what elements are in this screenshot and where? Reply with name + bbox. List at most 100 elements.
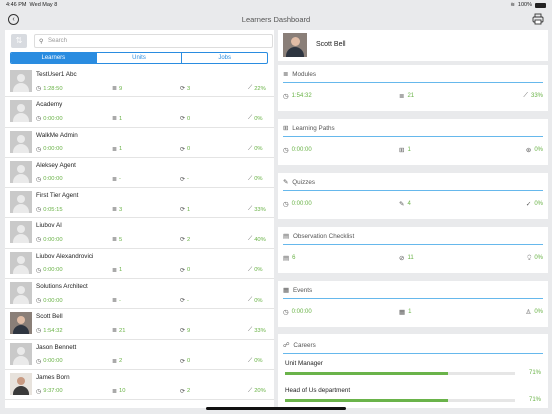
home-indicator[interactable] (206, 407, 346, 410)
quiz-done-icon: ✓ (525, 201, 532, 208)
learner-time-value: 0:00:00 (43, 176, 63, 183)
list-item[interactable]: Aleksey Agent ◷ 0:00:00 ≣ - ⟳ - ⟋ 0% (5, 158, 274, 189)
list-item[interactable]: Solutions Architect ◷ 0:00:00 ≣ - ⟳ - ⟋ 0% (5, 279, 274, 310)
learner-percent: ⟋ 0% (248, 267, 263, 274)
avatar (283, 33, 307, 57)
quiz-icon: ✎ (283, 179, 289, 186)
list-item[interactable]: James Born ◷ 9:37:00 ≣ 10 ⟳ 2 ⟋ 20% (5, 370, 274, 401)
list-item[interactable]: Liubov Alexandrovici ◷ 0:00:00 ≣ 1 ⟳ 0 ⟋ 0% (5, 249, 274, 280)
list-item[interactable]: WalkMe Admin ◷ 0:00:00 ≣ 1 ⟳ 0 ⟋ 0% (5, 128, 274, 158)
learner-percent: ⟋ 0% (248, 297, 263, 304)
completed-icon: ⟳ (180, 388, 186, 395)
avatar (10, 342, 32, 365)
modules-icon: ≣ (112, 358, 118, 365)
learner-modules: ≣ - (112, 176, 121, 183)
observation-header: ▤ Observation Checklist (283, 233, 354, 240)
learner-percent-value: 33% (254, 327, 266, 334)
career-title: Head of Us department (285, 387, 351, 394)
learner-completed: ⟳ 2 (180, 388, 190, 395)
learner-name: Solutions Architect (36, 283, 88, 291)
status-time-date: 4:46 PM Wed May 8 (6, 2, 57, 8)
modules-icon: ≣ (112, 207, 118, 214)
search-input[interactable]: ⚲ Search (34, 34, 273, 48)
timer-icon: ◷ (36, 237, 42, 244)
events-card[interactable]: ▦ Events ◷ 0:00:00 ▦ 1 ♙ 0% (278, 281, 548, 327)
progress-icon: ⟋ (248, 175, 253, 182)
list-item[interactable]: Liubov AI ◷ 0:00:00 ≣ 5 ⟳ 2 ⟋ 40% (5, 218, 274, 249)
modules-icon: ≣ (112, 146, 118, 153)
search-placeholder: Search (48, 38, 68, 44)
paths-header: ⊞ Learning Paths (283, 125, 335, 132)
learner-completed: ⟳ 0 (180, 146, 190, 153)
print-button[interactable] (532, 13, 544, 25)
career-progress-bar (285, 372, 515, 375)
events-time: ◷ 0:00:00 (283, 308, 312, 316)
learner-completed-value: 2 (187, 236, 191, 243)
learner-modules: ≣ - (112, 297, 121, 305)
learner-modules: ≣ 10 (112, 388, 125, 395)
learner-completed-value: - (187, 297, 189, 304)
observation-checklist-card[interactable]: ▤ Observation Checklist ▤ 6 ⊘ 11 ⍜ 0% (278, 227, 548, 273)
quizzes-time: ◷ 0:00:00 (283, 200, 312, 208)
learner-name: First Tier Agent (36, 192, 79, 200)
learner-modules-value: - (119, 297, 121, 304)
avatar (10, 372, 32, 395)
sync-button[interactable]: ⇅ (11, 34, 27, 48)
tab-jobs[interactable]: Jobs (218, 55, 232, 61)
learner-completed-value: 1 (187, 206, 191, 213)
learner-name: Academy (36, 101, 63, 109)
learner-completed: ⟳ - (180, 297, 189, 305)
modules-card[interactable]: ≣ Modules ◷ 1:54:32 ≣ 21 ⟋ 33% (278, 65, 548, 111)
path-icon: ⊞ (283, 125, 289, 132)
progress-icon: ⟋ (248, 387, 253, 394)
checklist-icon: ▤ (283, 233, 289, 240)
progress-icon: ⟋ (248, 206, 253, 213)
learner-percent: ⟋ 0% (248, 115, 263, 122)
learner-name: James Born (36, 373, 70, 381)
paths-count-value: 1 (407, 147, 411, 153)
learners-panel: ⇅ ⚲ Search Learners Units Jobs TestUser1… (5, 30, 274, 408)
learner-percent: ⟋ 20% (248, 388, 266, 395)
learner-percent-value: 33% (254, 206, 266, 213)
profile-header: Scott Bell (278, 30, 548, 61)
avatar (10, 160, 32, 183)
back-button[interactable]: ‹ (8, 14, 19, 25)
career-item[interactable]: Unit Manager 71% (283, 360, 543, 380)
completed-icon: ⟳ (180, 86, 186, 92)
quizzes-card[interactable]: ✎ Quizzes ◷ 0:00:00 ✎ 4 ✓ 0% (278, 173, 548, 219)
avatar (10, 282, 32, 305)
learner-time-value: 1:54:32 (43, 327, 63, 334)
learner-percent-value: 0% (254, 267, 263, 274)
list-item[interactable]: First Tier Agent ◷ 0:05:15 ≣ 3 ⟳ 1 ⟋ 33% (5, 188, 274, 219)
learner-time: ◷ 0:00:00 (36, 176, 63, 183)
learner-modules-value: 21 (119, 327, 126, 334)
learning-paths-card[interactable]: ⊞ Learning Paths ◷ 0:00:00 ⊞ 1 ⊛ 0% (278, 119, 548, 165)
events-count: ▦ 1 (399, 308, 412, 316)
learner-time: ◷ 0:00:00 (36, 146, 63, 153)
learner-modules: ≣ 9 (112, 85, 122, 93)
learner-percent: ⟋ 0% (248, 358, 263, 365)
learner-time-value: 0:00:00 (43, 358, 63, 365)
list-item[interactable]: Academy ◷ 0:00:00 ≣ 1 ⟳ 0 ⟋ 0% (5, 97, 274, 128)
learner-percent-value: 0% (254, 176, 263, 183)
timer-icon: ◷ (36, 328, 42, 335)
learner-modules-value: 10 (119, 388, 126, 395)
paths-time-value: 0:00:00 (291, 147, 312, 153)
timer-icon: ◷ (36, 358, 42, 365)
learner-percent: ⟋ 33% (248, 206, 266, 213)
progress-icon: ⟋ (248, 357, 253, 364)
quizzes-header: ✎ Quizzes (283, 179, 315, 186)
learner-modules: ≣ 1 (112, 115, 122, 123)
careers-header: ☍ Careers (283, 342, 316, 349)
tab-units[interactable]: Units (97, 53, 183, 63)
list-item[interactable]: TestUser1 Abc ◷ 1:28:50 ≣ 9 ⟳ 3 ⟋ 22% (5, 67, 274, 98)
paths-count: ⊞ 1 (399, 146, 411, 154)
career-percent: 71% (528, 397, 541, 403)
completed-icon: ⟳ (180, 116, 186, 123)
list-item[interactable]: Scott Bell ◷ 1:54:32 ≣ 21 ⟳ 9 ⟋ 33% (5, 309, 274, 340)
tab-learners[interactable]: Learners (11, 53, 97, 63)
learner-completed-value: - (187, 176, 189, 183)
career-item[interactable]: Head of Us department 71% (283, 387, 543, 407)
learner-completed: ⟳ 0 (180, 115, 190, 123)
list-item[interactable]: Jason Bennett ◷ 0:00:00 ≣ 2 ⟳ 0 ⟋ 0% (5, 340, 274, 370)
